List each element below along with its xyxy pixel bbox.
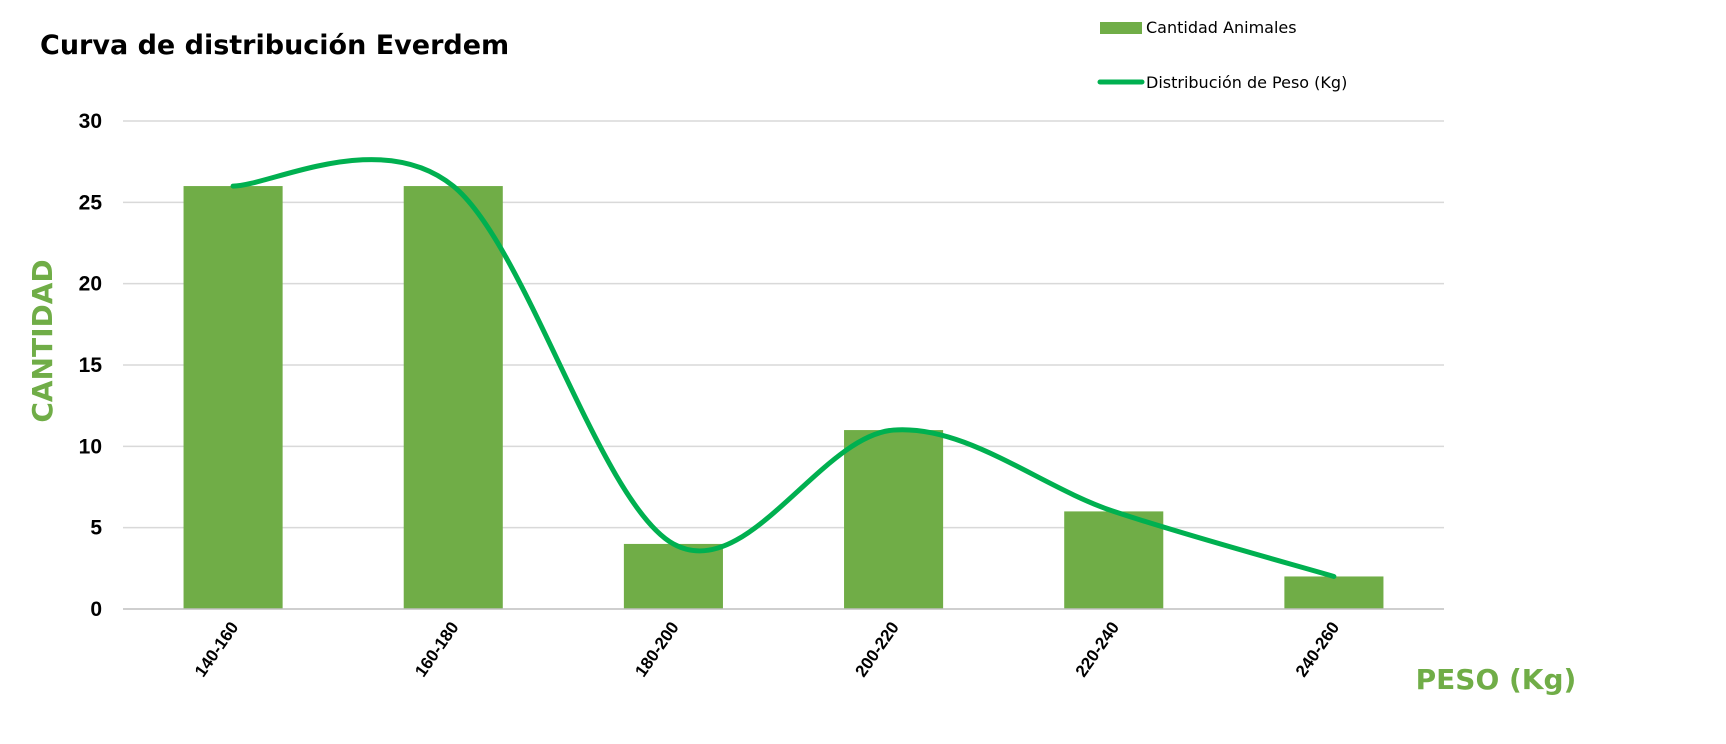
distribution-line bbox=[230, 157, 1337, 579]
bar-140-160 bbox=[183, 186, 283, 610]
x-axis-ticks: 140-160 160-180 180-200 200-220 220-240 240-2… bbox=[191, 618, 1343, 680]
legend: Cantidad Animales Distribución de Peso (… bbox=[1097, 18, 1347, 92]
y-tick-label: 10 bbox=[79, 435, 102, 458]
bar-240-260 bbox=[1284, 576, 1384, 609]
bar-160-180 bbox=[403, 186, 503, 610]
y-axis-ticks: 0 5 10 15 20 25 30 bbox=[79, 110, 103, 621]
x-axis-label: PESO (Kg) bbox=[1416, 663, 1577, 696]
y-tick-label: 0 bbox=[90, 598, 102, 621]
legend-bar-swatch bbox=[1100, 22, 1142, 34]
bar-180-200 bbox=[623, 543, 723, 609]
chart-title: Curva de distribución Everdem bbox=[40, 30, 509, 61]
y-tick-label: 30 bbox=[79, 110, 102, 133]
y-tick-label: 5 bbox=[90, 517, 102, 540]
y-axis-label: CANTIDAD bbox=[26, 259, 59, 422]
legend-line-label: Distribución de Peso (Kg) bbox=[1146, 73, 1347, 92]
legend-bar-label: Cantidad Animales bbox=[1146, 18, 1297, 37]
gridlines bbox=[123, 120, 1444, 529]
bars bbox=[183, 186, 1384, 610]
bar-220-240 bbox=[1064, 511, 1164, 609]
distribution-line-path bbox=[230, 157, 1337, 579]
x-tick-label: 240-260 bbox=[1292, 618, 1343, 680]
y-tick-label: 15 bbox=[79, 354, 103, 377]
x-tick-label: 140-160 bbox=[191, 618, 242, 680]
x-tick-label: 200-220 bbox=[852, 618, 903, 680]
x-tick-label: 220-240 bbox=[1072, 618, 1123, 680]
y-tick-label: 20 bbox=[79, 273, 102, 296]
x-tick-label: 160-180 bbox=[411, 618, 462, 680]
bar-200-220 bbox=[844, 430, 944, 609]
y-tick-label: 25 bbox=[79, 191, 103, 214]
x-tick-label: 180-200 bbox=[631, 618, 682, 680]
